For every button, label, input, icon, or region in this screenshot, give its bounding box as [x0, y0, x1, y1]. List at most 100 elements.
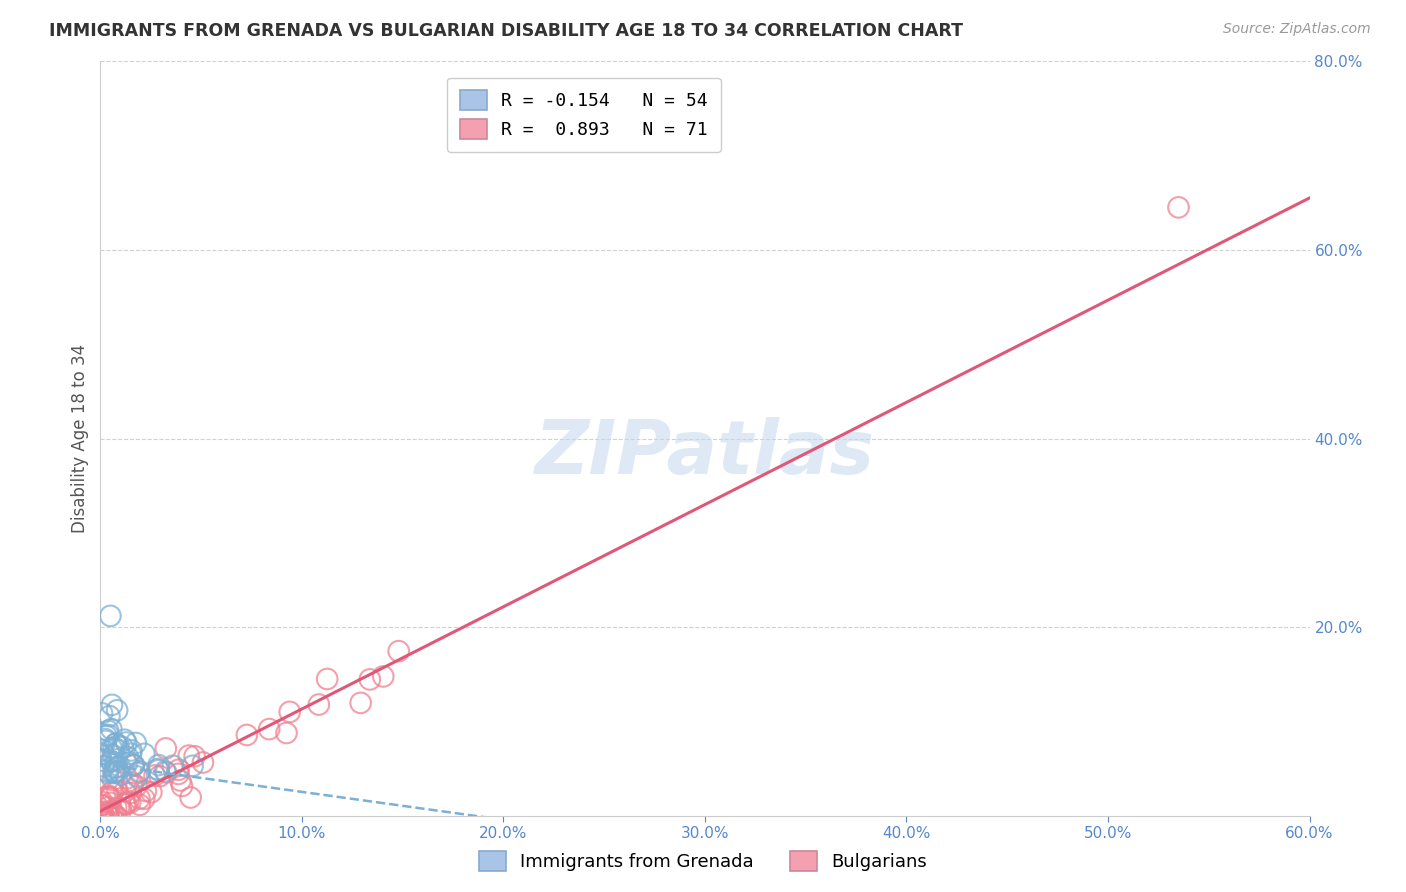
Point — [115, 771, 138, 785]
Point — [111, 740, 134, 755]
Point — [148, 758, 170, 772]
Point — [105, 737, 128, 751]
Point — [108, 759, 131, 773]
Point — [128, 797, 150, 812]
Point — [115, 735, 138, 749]
Point — [134, 791, 156, 805]
Point — [359, 673, 381, 687]
Text: IMMIGRANTS FROM GRENADA VS BULGARIAN DISABILITY AGE 18 TO 34 CORRELATION CHART: IMMIGRANTS FROM GRENADA VS BULGARIAN DIS… — [49, 22, 963, 40]
Point — [155, 741, 177, 756]
Point — [108, 743, 131, 757]
Point — [114, 784, 136, 798]
Point — [110, 803, 132, 817]
Point — [177, 748, 200, 763]
Point — [96, 806, 118, 821]
Point — [103, 765, 125, 780]
Point — [110, 767, 132, 781]
Point — [91, 809, 114, 823]
Point — [128, 764, 150, 779]
Point — [114, 732, 136, 747]
Point — [90, 809, 112, 823]
Legend: Immigrants from Grenada, Bulgarians: Immigrants from Grenada, Bulgarians — [471, 844, 935, 879]
Point — [257, 722, 280, 736]
Point — [91, 743, 114, 757]
Point — [169, 773, 191, 788]
Point — [91, 809, 114, 823]
Point — [148, 763, 170, 777]
Point — [162, 758, 184, 772]
Point — [146, 762, 169, 776]
Point — [149, 769, 172, 783]
Point — [103, 748, 125, 763]
Point — [100, 789, 122, 804]
Point — [276, 726, 298, 740]
Point — [121, 778, 143, 792]
Point — [101, 772, 124, 787]
Point — [100, 608, 122, 623]
Point — [97, 809, 120, 823]
Point — [180, 790, 202, 805]
Point — [90, 805, 112, 819]
Point — [94, 734, 117, 748]
Point — [96, 764, 118, 778]
Point — [98, 709, 121, 723]
Point — [125, 770, 148, 784]
Point — [103, 766, 125, 780]
Point — [170, 779, 193, 793]
Point — [100, 809, 122, 823]
Point — [101, 698, 124, 712]
Point — [90, 797, 112, 812]
Point — [104, 764, 127, 779]
Point — [101, 785, 124, 799]
Point — [105, 809, 128, 823]
Point — [100, 796, 122, 810]
Point — [141, 785, 163, 799]
Point — [91, 807, 114, 822]
Point — [308, 698, 330, 712]
Point — [117, 794, 139, 808]
Point — [96, 800, 118, 814]
Point — [117, 750, 139, 764]
Point — [104, 764, 127, 779]
Point — [96, 729, 118, 743]
Point — [120, 747, 142, 761]
Point — [98, 791, 121, 805]
Point — [143, 768, 166, 782]
Point — [125, 779, 148, 793]
Point — [120, 743, 142, 757]
Point — [104, 761, 127, 775]
Point — [135, 784, 157, 798]
Point — [236, 728, 259, 742]
Point — [107, 784, 129, 798]
Point — [128, 765, 150, 780]
Point — [97, 766, 120, 780]
Point — [122, 757, 145, 772]
Point — [122, 776, 145, 790]
Point — [181, 759, 204, 773]
Point — [93, 809, 115, 823]
Point — [120, 786, 142, 800]
Y-axis label: Disability Age 18 to 34: Disability Age 18 to 34 — [72, 344, 89, 533]
Point — [278, 705, 301, 719]
Point — [107, 764, 129, 779]
Point — [122, 758, 145, 772]
Point — [101, 805, 124, 820]
Point — [183, 749, 205, 764]
Point — [105, 760, 128, 774]
Point — [105, 703, 128, 717]
Point — [122, 758, 145, 772]
Point — [1167, 200, 1189, 214]
Point — [155, 765, 177, 780]
Point — [90, 754, 112, 768]
Text: Source: ZipAtlas.com: Source: ZipAtlas.com — [1223, 22, 1371, 37]
Point — [90, 798, 112, 813]
Point — [114, 797, 136, 811]
Point — [167, 767, 190, 781]
Legend: R = -0.154   N = 54, R =  0.893   N = 71: R = -0.154 N = 54, R = 0.893 N = 71 — [447, 78, 721, 152]
Point — [128, 791, 150, 805]
Point — [373, 669, 395, 683]
Point — [97, 805, 120, 820]
Point — [89, 809, 111, 823]
Point — [100, 754, 122, 768]
Point — [191, 756, 214, 770]
